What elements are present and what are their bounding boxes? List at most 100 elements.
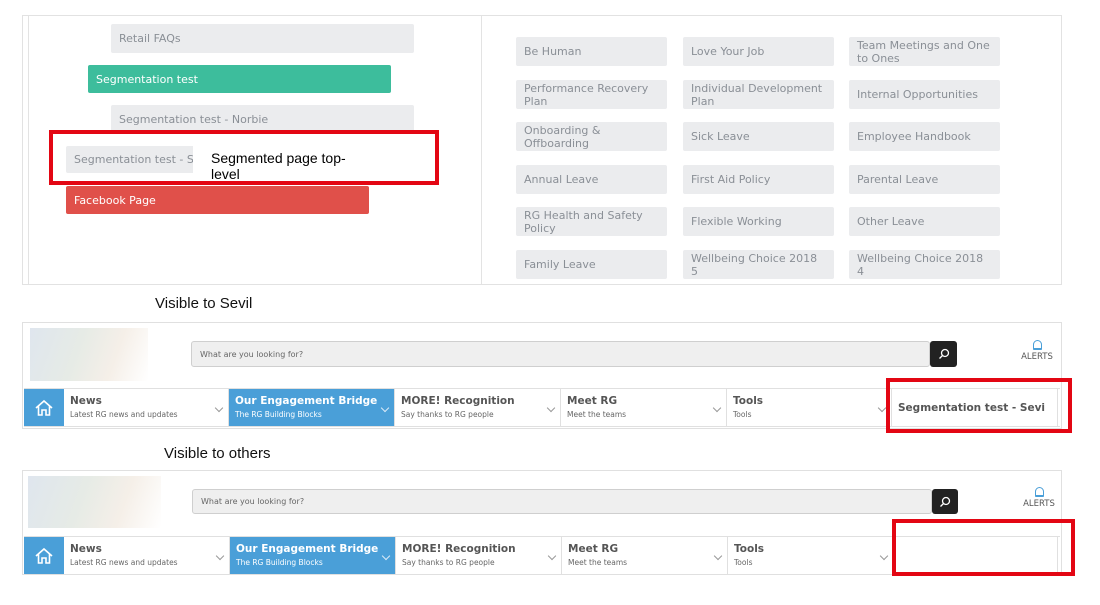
page-tile[interactable]: RG Health and Safety Policy xyxy=(516,207,667,236)
page-tile[interactable]: Sick Leave xyxy=(683,122,834,151)
page-tile[interactable]: Love Your Job xyxy=(683,37,834,66)
nav-title: Tools xyxy=(734,543,765,555)
page-tile[interactable]: Internal Opportunities xyxy=(849,80,1000,109)
nav-title: MORE! Recognition xyxy=(402,543,516,555)
tile-label: Segmentation test - Sevi xyxy=(74,153,211,166)
search-placeholder: What are you looking for? xyxy=(201,497,305,506)
page-tile[interactable]: Family Leave xyxy=(516,250,667,279)
tile-label: Flexible Working xyxy=(691,215,782,228)
nav-title: Segmentation test - Sevi xyxy=(898,402,1046,414)
highlight-box xyxy=(49,130,439,185)
tile-label: Be Human xyxy=(524,45,582,58)
nav-subtitle: Tools xyxy=(733,410,752,419)
page-tile-segmentation-test[interactable]: Segmentation test xyxy=(88,65,391,93)
nav-subtitle: Latest RG news and updates xyxy=(70,410,178,419)
search-input[interactable]: What are you looking for? xyxy=(191,341,930,367)
site-logo[interactable] xyxy=(28,476,161,528)
tile-label: Performance Recovery Plan xyxy=(524,81,649,108)
home-icon xyxy=(35,547,53,564)
tile-label: Individual Development Plan xyxy=(691,81,823,108)
nav-item[interactable]: Tools Tools xyxy=(728,537,894,574)
annotation-label: Segmented page top-level xyxy=(193,146,369,182)
nav-item[interactable]: MORE! Recognition Say thanks to RG people xyxy=(396,537,562,574)
page-tile[interactable]: Onboarding & Offboarding xyxy=(516,122,667,151)
nav-title: Tools xyxy=(733,395,764,407)
search-icon xyxy=(938,348,949,359)
home-icon xyxy=(35,399,53,416)
nav-subtitle: Latest RG news and updates xyxy=(70,558,178,567)
page-tile[interactable]: Parental Leave xyxy=(849,165,1000,194)
nav-subtitle: The RG Building Blocks xyxy=(236,558,323,567)
search-button[interactable] xyxy=(932,489,958,514)
alerts-label: ALERTS xyxy=(1023,499,1055,509)
page-tile[interactable]: Team Meetings and One to Ones xyxy=(849,37,1000,66)
nav-item[interactable]: MORE! Recognition Say thanks to RG people xyxy=(395,389,561,426)
caption-visible-to-others: Visible to others xyxy=(164,445,271,462)
divider xyxy=(28,16,29,284)
page-tile[interactable]: Employee Handbook xyxy=(849,122,1000,151)
page-tile[interactable]: Performance Recovery Plan xyxy=(516,80,667,109)
home-button[interactable] xyxy=(24,389,64,426)
tile-label: Wellbeing Choice 2018 5 xyxy=(691,251,818,278)
tile-label: Internal Opportunities xyxy=(857,88,978,101)
tile-label: Other Leave xyxy=(857,215,925,228)
nav-title: News xyxy=(70,543,102,555)
tile-label: Retail FAQs xyxy=(119,32,181,45)
page-tile[interactable]: Annual Leave xyxy=(516,165,667,194)
home-button[interactable] xyxy=(24,537,64,574)
page-tile[interactable]: Individual Development Plan xyxy=(683,80,834,109)
nav-title: MORE! Recognition xyxy=(401,395,515,407)
tile-label: RG Health and Safety Policy xyxy=(524,208,643,235)
tile-label: Segmentation test xyxy=(96,72,198,86)
nav-item-segmentation-sevi[interactable]: Segmentation test - Sevi xyxy=(892,389,1058,426)
search-icon xyxy=(940,496,951,507)
nav-item[interactable]: Meet RG Meet the teams xyxy=(561,389,727,426)
nav-title: Meet RG xyxy=(567,395,618,407)
search-placeholder: What are you looking for? xyxy=(200,349,304,359)
nav-item[interactable]: Our Engagement Bridge The RG Building Blo… xyxy=(230,537,396,574)
page-tile[interactable]: Wellbeing Choice 2018 4 xyxy=(849,250,1000,279)
tile-label: Onboarding & Offboarding xyxy=(524,123,601,150)
nav-item[interactable]: Meet RG Meet the teams xyxy=(562,537,728,574)
tile-label: Love Your Job xyxy=(691,45,765,58)
nav-item[interactable]: News Latest RG news and updates xyxy=(64,537,230,574)
tile-label: Parental Leave xyxy=(857,173,939,186)
page-tile[interactable]: First Aid Policy xyxy=(683,165,834,194)
alerts-label: ALERTS xyxy=(1021,352,1053,362)
page-tile-segmentation-norbie[interactable]: Segmentation test - Norbie xyxy=(111,105,414,133)
alerts-button[interactable]: ALERTS xyxy=(1017,340,1057,362)
page-tile[interactable]: Wellbeing Choice 2018 5 xyxy=(683,250,834,279)
nav-item[interactable]: News Latest RG news and updates xyxy=(64,389,229,426)
search-input[interactable]: What are you looking for? xyxy=(192,489,932,514)
nav-subtitle: Say thanks to RG people xyxy=(401,410,494,419)
nav-subtitle: Say thanks to RG people xyxy=(402,558,495,567)
nav-title: Meet RG xyxy=(568,543,619,555)
page-tile-facebook[interactable]: Facebook Page xyxy=(66,186,369,214)
highlight-box xyxy=(892,519,1075,576)
alerts-button[interactable]: ALERTS xyxy=(1019,487,1059,509)
tile-label: Segmentation test - Norbie xyxy=(119,112,269,126)
page-tile[interactable]: Be Human xyxy=(516,37,667,66)
caption-visible-to-sevil: Visible to Sevil xyxy=(155,295,253,312)
search-button[interactable] xyxy=(930,341,957,367)
bell-icon xyxy=(1034,487,1044,497)
tile-label: Wellbeing Choice 2018 4 xyxy=(857,251,984,278)
highlight-box xyxy=(886,378,1072,433)
site-logo[interactable] xyxy=(30,328,148,381)
page-tile[interactable]: Other Leave xyxy=(849,207,1000,236)
nav-subtitle: Meet the teams xyxy=(567,410,627,419)
main-nav: News Latest RG news and updates Our Engage… xyxy=(24,388,1060,427)
nav-title: Our Engagement Bridge xyxy=(236,543,379,555)
nav-title: News xyxy=(70,395,102,407)
divider xyxy=(481,16,482,284)
nav-item[interactable]: Our Engagement Bridge The RG Building Blo… xyxy=(229,389,395,426)
nav-subtitle: The RG Building Blocks xyxy=(235,410,322,419)
main-nav: News Latest RG news and updates Our Engage… xyxy=(24,536,1060,575)
nav-item-empty xyxy=(894,537,1058,574)
nav-subtitle: Tools xyxy=(734,558,753,567)
nav-item[interactable]: Tools Tools xyxy=(727,389,892,426)
nav-subtitle: Meet the teams xyxy=(568,558,628,567)
tile-label: Employee Handbook xyxy=(857,130,971,143)
page-tile[interactable]: Flexible Working xyxy=(683,207,834,236)
page-tile-retail-faqs[interactable]: Retail FAQs xyxy=(111,24,414,53)
